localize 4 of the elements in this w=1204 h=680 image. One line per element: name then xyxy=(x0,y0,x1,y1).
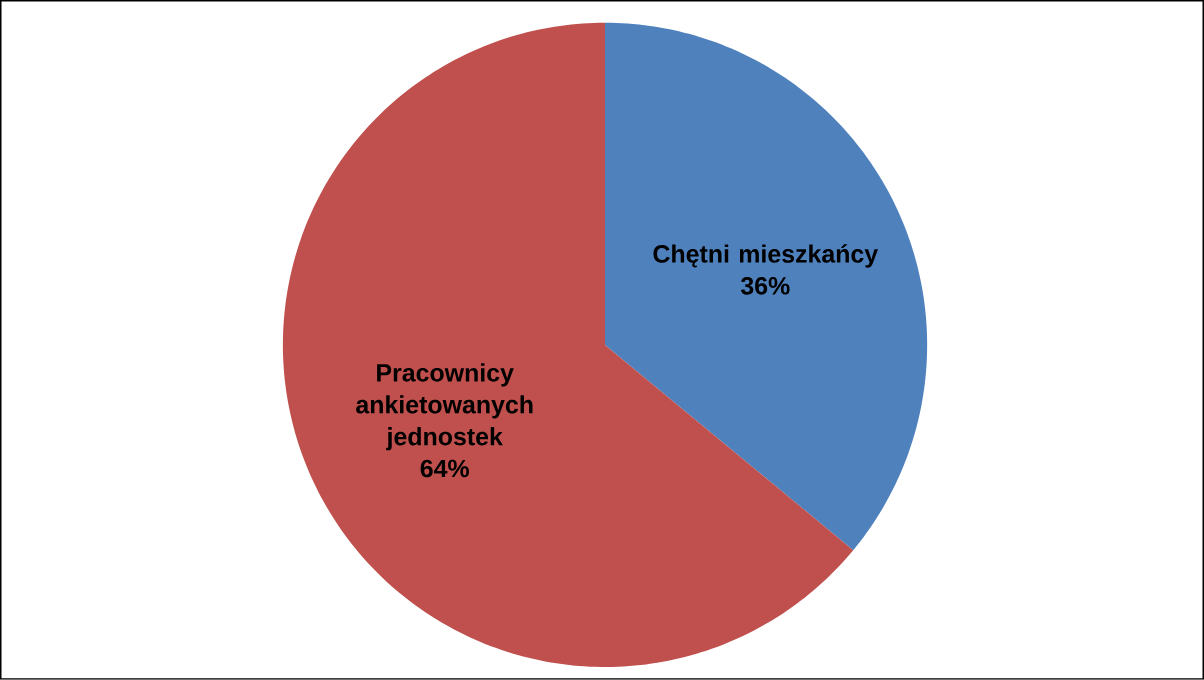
slice-label: Chętni mieszkańcy xyxy=(653,244,879,268)
data-label: 64% xyxy=(420,459,469,478)
data-label: 36% xyxy=(740,277,790,295)
slice-label: Pracownicy ankietowanych jednostek xyxy=(356,363,533,451)
